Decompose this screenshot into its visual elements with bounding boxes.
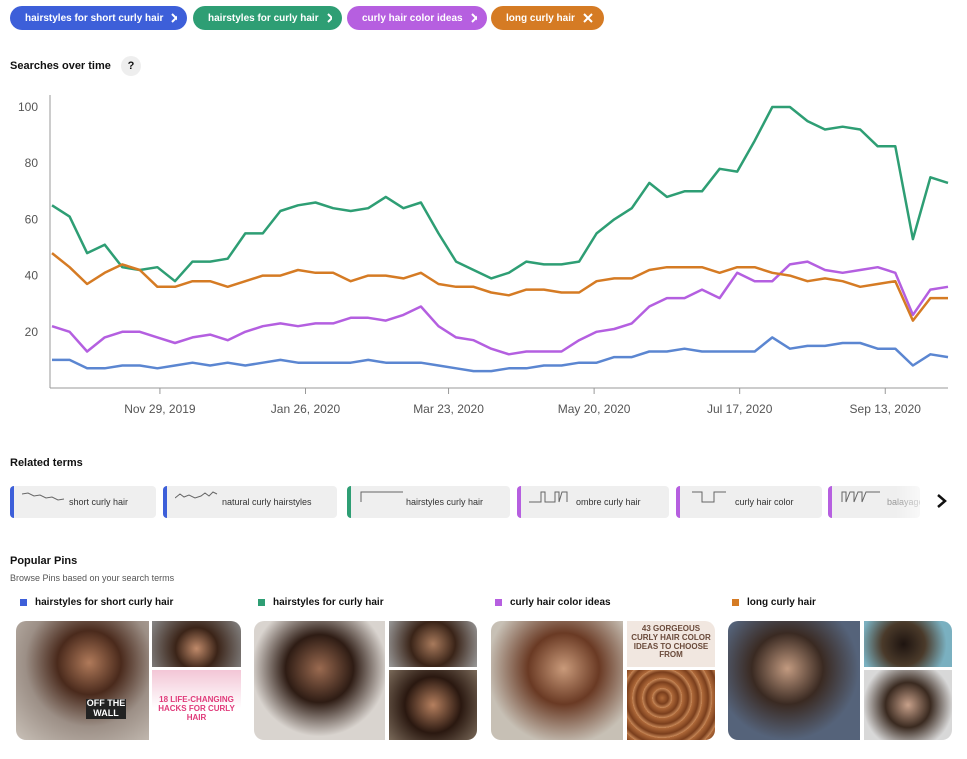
pin-group[interactable]: OFF THE WALL 18 LIFE-CHANGING HACKS FOR …	[16, 621, 241, 740]
pin-text: OFF THE WALL	[86, 698, 126, 719]
pin-heading-label: long curly hair	[747, 597, 816, 608]
y-tick-label: 80	[25, 156, 39, 170]
pin-text: 18 LIFE-CHANGING HACKS FOR CURLY HAIR	[158, 695, 235, 722]
pin-group[interactable]	[254, 621, 477, 740]
card-edge	[347, 486, 351, 518]
chart: 20 40 60 80 100 Nov 29, 2019 Jan 26, 2020 Mar 2…	[18, 95, 949, 416]
filter-label: hairstyles for short curly hair	[25, 12, 164, 24]
section-title: Related terms	[10, 457, 83, 469]
section-title: Popular Pins	[10, 555, 78, 567]
x-tick-label: May 20, 2020	[558, 402, 631, 416]
sparkline	[841, 491, 880, 503]
help-button[interactable]: ?	[121, 56, 141, 76]
next-arrow[interactable]	[935, 493, 949, 509]
color-key	[732, 599, 739, 606]
remove-icon[interactable]	[583, 13, 593, 23]
sparkline	[692, 491, 726, 503]
sparkline	[175, 491, 218, 499]
term-label: hairstyles curly hair	[406, 497, 484, 507]
term-label: natural curly hairstyles	[222, 497, 312, 507]
remove-icon[interactable]	[171, 13, 177, 23]
filter-label: hairstyles for curly hair	[208, 12, 319, 24]
term-card[interactable]: ombre curly hair	[517, 486, 669, 518]
section-subtitle: Browse Pins based on your search terms	[10, 573, 175, 583]
pin-image[interactable]: 43 GORGEOUS CURLY HAIR COLOR IDEAS TO CH…	[627, 621, 715, 667]
chart-title: Searches over time	[10, 60, 111, 72]
sparkline	[360, 491, 403, 502]
color-key	[20, 599, 27, 606]
filter-chip[interactable]: curly hair color ideas	[347, 6, 487, 30]
x-tick-label: Jan 26, 2020	[271, 402, 341, 416]
card-edge	[517, 486, 521, 518]
remove-icon[interactable]	[470, 13, 477, 23]
series-line	[51, 252, 948, 322]
y-tick-label: 20	[25, 325, 39, 339]
term-label: short curly hair	[69, 497, 129, 507]
term-card[interactable]: curly hair color	[676, 486, 822, 518]
pin-image[interactable]	[728, 621, 860, 740]
term-card[interactable]: natural curly hairstyles	[163, 486, 337, 518]
pin-heading: long curly hair	[732, 597, 816, 608]
pin-image[interactable]	[152, 621, 241, 667]
pin-heading-label: curly hair color ideas	[510, 597, 611, 608]
pin-image[interactable]	[864, 670, 952, 740]
sparkline	[22, 492, 65, 501]
card-edge	[828, 486, 832, 518]
pin-image[interactable]	[491, 621, 623, 740]
pin-heading: hairstyles for short curly hair	[20, 597, 173, 608]
term-label: ombre curly hair	[576, 497, 641, 507]
pin-image[interactable]: 18 LIFE-CHANGING HACKS FOR CURLY HAIR	[152, 670, 241, 740]
pin-heading-label: hairstyles for curly hair	[273, 597, 384, 608]
term-card[interactable]: short curly hair	[10, 486, 156, 518]
series-line	[51, 260, 949, 356]
filter-label: long curly hair	[506, 12, 575, 24]
pin-text: 43 GORGEOUS CURLY HAIR COLOR IDEAS TO CH…	[631, 624, 711, 660]
series-line	[52, 336, 949, 373]
remove-icon[interactable]	[326, 13, 332, 23]
pin-heading: hairstyles for curly hair	[258, 597, 384, 608]
x-tick-label: Mar 23, 2020	[413, 402, 484, 416]
pin-image[interactable]	[389, 670, 477, 740]
color-key	[258, 599, 265, 606]
pin-group[interactable]	[728, 621, 952, 740]
y-tick-label: 60	[25, 212, 39, 226]
color-key	[495, 599, 502, 606]
filter-label: curly hair color ideas	[362, 12, 463, 24]
filter-chip[interactable]: hairstyles for short curly hair	[10, 6, 187, 30]
x-tick-label: Nov 29, 2019	[124, 402, 196, 416]
term-label: curly hair color	[735, 497, 794, 507]
fade	[896, 486, 936, 518]
pin-image[interactable]: OFF THE WALL	[16, 621, 149, 740]
pin-image[interactable]	[389, 621, 477, 667]
card-edge	[163, 486, 167, 518]
filter-chip[interactable]: long curly hair	[491, 6, 604, 30]
term-card[interactable]: hairstyles curly hair	[347, 486, 510, 518]
pin-heading-label: hairstyles for short curly hair	[35, 597, 174, 608]
series-line	[51, 105, 949, 283]
pin-image[interactable]	[627, 670, 715, 740]
sparkline	[529, 491, 568, 503]
filter-chip[interactable]: hairstyles for curly hair	[193, 6, 342, 30]
card-edge	[10, 486, 14, 518]
pin-image[interactable]	[254, 621, 385, 740]
y-tick-label: 100	[18, 100, 38, 114]
pin-image[interactable]	[864, 621, 952, 667]
y-tick-label: 40	[25, 269, 39, 283]
pin-heading: curly hair color ideas	[495, 597, 611, 608]
pin-group[interactable]: 43 GORGEOUS CURLY HAIR COLOR IDEAS TO CH…	[491, 621, 715, 740]
card-edge	[676, 486, 680, 518]
x-tick-label: Jul 17, 2020	[707, 402, 773, 416]
x-tick-label: Sep 13, 2020	[850, 402, 922, 416]
